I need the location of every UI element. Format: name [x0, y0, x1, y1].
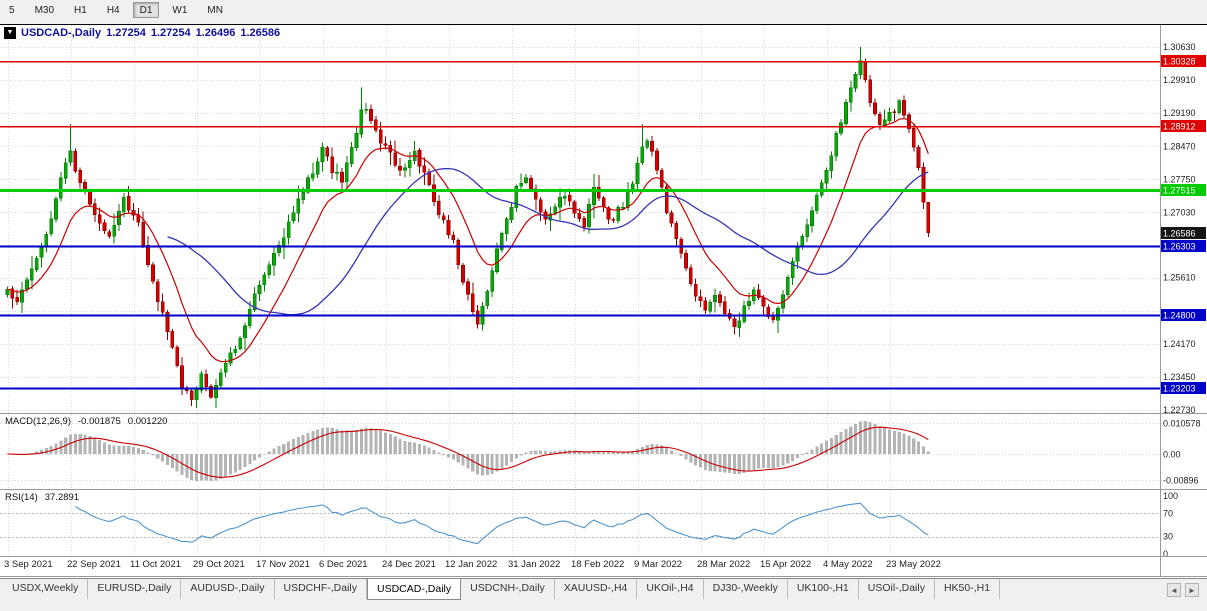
date-axis-label: 11 Oct 2021 [130, 559, 181, 570]
panel-separators [0, 24, 1207, 577]
rsi-indicator-label: RSI(14) 37.2891 [5, 492, 79, 503]
level-price-badge-1.26303: 1.26303 [1161, 240, 1206, 252]
current-price-badge: 1.26586 [1161, 227, 1206, 239]
svg-text:1.26586: 1.26586 [1163, 229, 1196, 239]
macd-name: MACD(12,26,9) [5, 416, 71, 427]
level-price-badge-1.23203: 1.23203 [1161, 382, 1206, 394]
timeframe-button-mn[interactable]: MN [207, 4, 223, 16]
rsi-line [75, 502, 929, 545]
macd-signal-value: 0.001220 [127, 416, 168, 427]
macd-signal-line [7, 426, 929, 478]
tabs-scroll-right-button[interactable]: ► [1185, 583, 1199, 597]
price-axis-label: 1.29910 [1163, 75, 1196, 85]
level-price-badge-1.28912: 1.28912 [1161, 120, 1206, 132]
date-axis-label: 9 Mar 2022 [634, 559, 682, 570]
svg-text:1.27515: 1.27515 [1163, 186, 1196, 196]
tab-hk50-h1[interactable]: HK50-,H1 [935, 579, 1001, 599]
level-price-badge-1.27515: 1.27515 [1161, 184, 1206, 196]
tab-eurusd-daily[interactable]: EURUSD-,Daily [88, 579, 182, 599]
tabs-scroll-left-button[interactable]: ◄ [1167, 583, 1181, 597]
ohlc-open-value: 1.27254 [106, 27, 146, 39]
macd-axis-label: -0.00896 [1163, 476, 1199, 486]
price-axis: 1.30630 1.29910 1.29190 1.28470 1.27750 1.270… [1161, 42, 1206, 415]
tab-usdcad-daily[interactable]: USDCAD-,Daily [367, 578, 462, 600]
date-axis-label: 4 May 2022 [823, 559, 873, 570]
macd-main-value: -0.001875 [78, 416, 121, 427]
macd-panel: 0.010578 0.00 -0.00896 [0, 419, 1201, 486]
timeframe-button-5[interactable]: 5 [9, 4, 15, 16]
price-axis-label: 1.27030 [1163, 207, 1196, 217]
rsi-panel: 100 70 30 0 [0, 491, 1178, 559]
rsi-axis-label: 30 [1163, 532, 1173, 542]
svg-text:1.26303: 1.26303 [1163, 242, 1196, 252]
date-axis-label: 6 Dec 2021 [319, 559, 368, 570]
macd-axis-label: 0.010578 [1163, 419, 1201, 429]
timeframe-button-d1[interactable]: D1 [132, 2, 160, 18]
price-axis-label: 1.24170 [1163, 339, 1196, 349]
date-axis-label: 15 Apr 2022 [760, 559, 811, 570]
price-axis-label: 1.23450 [1163, 372, 1196, 382]
date-axis-label: 24 Dec 2021 [382, 559, 436, 570]
symbol-tabs: USDX,Weekly EURUSD-,Daily AUDUSD-,Daily USD… [0, 578, 1001, 600]
tab-xauusd-h4[interactable]: XAUUSD-,H4 [555, 579, 638, 599]
chart-header: ▼ USDCAD-,Daily 1.27254 1.27254 1.26496 … [4, 27, 280, 39]
date-axis-label: 28 Mar 2022 [697, 559, 750, 570]
timeframe-toolbar: 5 M30 H1 H4 D1 W1 MN [0, 0, 1207, 24]
ohlc-close-value: 1.26586 [240, 27, 281, 39]
price-axis-label: 1.27750 [1163, 174, 1196, 184]
macd-indicator-label: MACD(12,26,9) -0.001875 0.001220 [5, 416, 167, 427]
date-axis-label: 31 Jan 2022 [508, 559, 560, 570]
tab-audusd-daily[interactable]: AUDUSD-,Daily [181, 579, 275, 599]
level-price-badge-1.30328: 1.30328 [1161, 55, 1206, 67]
level-lines [0, 60, 1160, 390]
symbol-tab-bar: USDX,Weekly EURUSD-,Daily AUDUSD-,Daily USD… [0, 578, 1207, 611]
svg-text:1.23203: 1.23203 [1163, 384, 1196, 394]
chart-symbol-label: USDCAD-,Daily [21, 27, 102, 39]
date-axis-label: 17 Nov 2021 [256, 559, 310, 570]
chart-dropdown-button[interactable]: ▼ [4, 27, 16, 39]
timeframe-button-m30[interactable]: M30 [34, 4, 55, 16]
date-axis: 3 Sep 2021 22 Sep 2021 11 Oct 2021 29 Oct 2… [4, 559, 941, 570]
chart-background [0, 24, 1207, 578]
tab-ukoil-h4[interactable]: UKOil-,H4 [637, 579, 704, 599]
tab-scroll-buttons: ◄ ► [1167, 579, 1207, 597]
price-axis-label: 1.25610 [1163, 273, 1196, 283]
dropdown-arrow-icon: ▼ [6, 29, 14, 36]
timeframe-button-h4[interactable]: H4 [106, 4, 120, 16]
date-axis-label: 23 May 2022 [886, 559, 941, 570]
date-axis-label: 22 Sep 2021 [67, 559, 121, 570]
tab-usdcnh-daily[interactable]: USDCNH-,Daily [461, 579, 555, 599]
chart-canvas[interactable]: 1.30630 1.29910 1.29190 1.28470 1.27750 1.270… [0, 0, 1207, 578]
tab-usdx-weekly[interactable]: USDX,Weekly [3, 579, 89, 599]
price-axis-label: 1.22730 [1163, 405, 1196, 415]
macd-axis-label: 0.00 [1163, 450, 1181, 460]
date-axis-label: 12 Jan 2022 [445, 559, 497, 570]
svg-text:1.24800: 1.24800 [1163, 311, 1196, 321]
price-axis-label: 1.30630 [1163, 42, 1196, 52]
timeframe-button-w1[interactable]: W1 [172, 4, 188, 16]
rsi-value: 37.2891 [44, 492, 80, 503]
price-axis-label: 1.28470 [1163, 141, 1196, 151]
rsi-name: RSI(14) [5, 492, 38, 503]
tab-usdchf-daily[interactable]: USDCHF-,Daily [275, 579, 368, 599]
timeframe-button-h1[interactable]: H1 [74, 4, 87, 16]
ma-fast-line [7, 117, 929, 363]
rsi-axis-label: 70 [1163, 508, 1173, 518]
date-axis-label: 18 Feb 2022 [571, 559, 624, 570]
price-axis-label: 1.29190 [1163, 108, 1196, 118]
grid-lines [0, 25, 1160, 556]
rsi-axis-label: 0 [1163, 549, 1168, 559]
level-price-badge-1.24800: 1.24800 [1161, 309, 1206, 321]
tab-uk100-h1[interactable]: UK100-,H1 [788, 579, 859, 599]
svg-text:1.28912: 1.28912 [1163, 122, 1196, 132]
date-axis-label: 29 Oct 2021 [193, 559, 245, 570]
ohlc-low-value: 1.26496 [195, 27, 236, 39]
tab-usoil-daily[interactable]: USOil-,Daily [859, 579, 935, 599]
rsi-axis-label: 100 [1163, 491, 1178, 501]
svg-text:1.30328: 1.30328 [1163, 57, 1196, 67]
ohlc-high-value: 1.27254 [150, 27, 191, 39]
tab-dj30-weekly[interactable]: DJ30-,Weekly [704, 579, 788, 599]
date-axis-label: 3 Sep 2021 [4, 559, 53, 570]
